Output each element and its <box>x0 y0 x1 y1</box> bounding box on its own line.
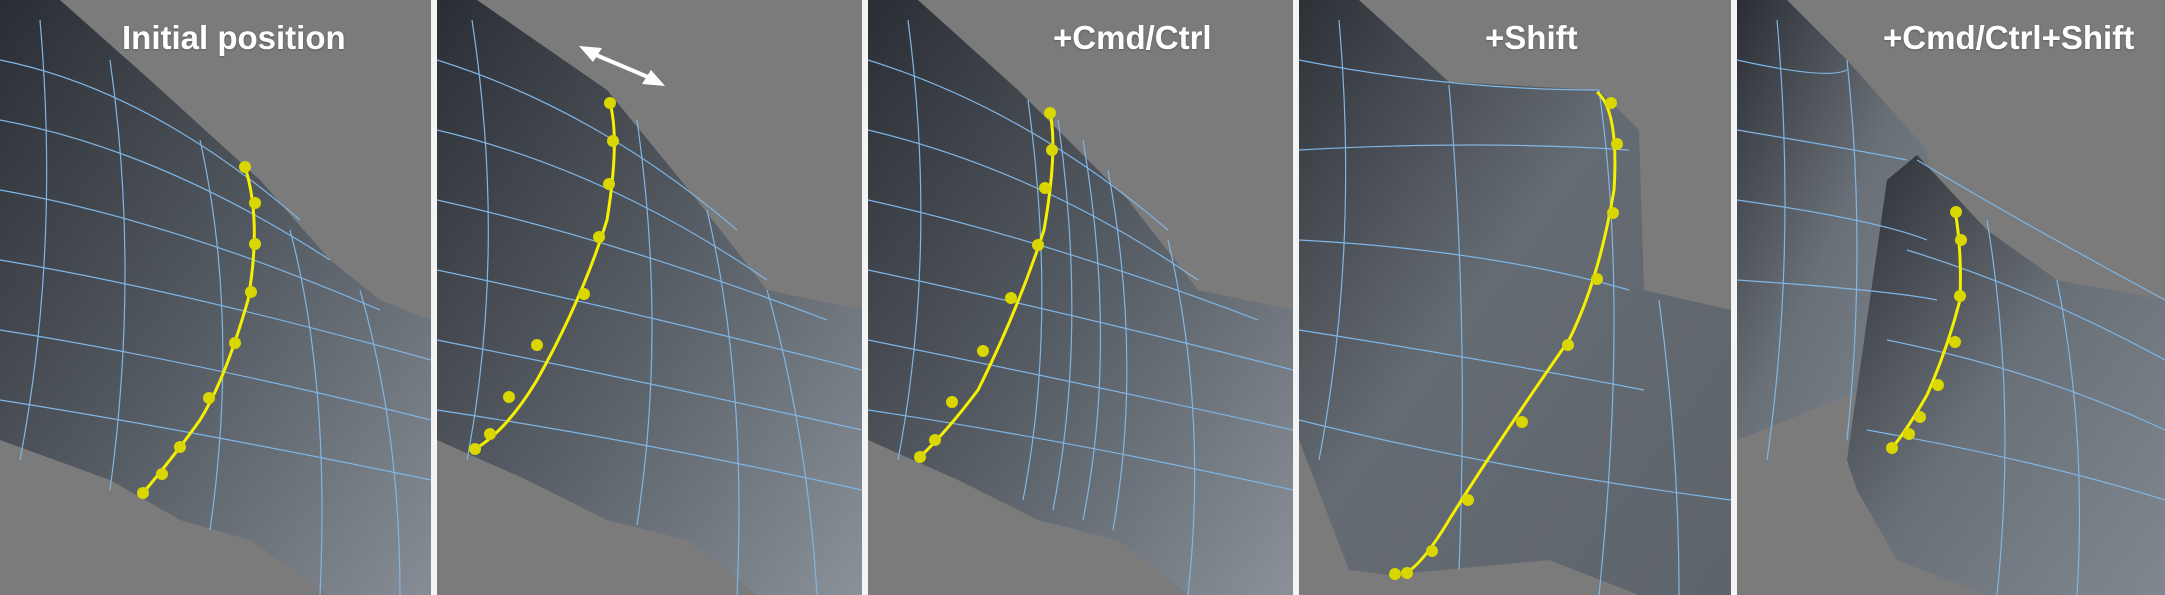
wireframe-grid <box>868 19 1293 595</box>
selected-points[interactable] <box>469 97 619 455</box>
mesh-surface <box>437 0 862 595</box>
mesh-surface-shifted <box>1847 155 2165 595</box>
mesh-view-drag[interactable] <box>437 0 862 595</box>
panel-caption: +Shift <box>1485 19 1578 56</box>
panel-divider <box>1293 0 1299 595</box>
mesh-view-cmd-shift[interactable] <box>1737 0 2165 595</box>
panel-cmd-ctrl-shift: +Cmd/Ctrl+Shift <box>1737 0 2165 595</box>
selected-points[interactable] <box>914 107 1058 463</box>
mesh-view-initial[interactable] <box>0 0 431 595</box>
panel-caption: +Cmd/Ctrl+Shift <box>1883 19 2135 56</box>
mesh-view-shift[interactable] <box>1299 0 1731 595</box>
selected-points[interactable] <box>1389 97 1623 580</box>
panel-initial-position: Initial position <box>0 0 431 595</box>
panel-shift: +Shift <box>1299 0 1731 595</box>
panel-divider <box>862 0 868 595</box>
mesh-surface <box>0 0 431 595</box>
wireframe-grid <box>0 19 431 595</box>
selected-points[interactable] <box>137 161 261 499</box>
mesh-surface <box>1299 0 1731 595</box>
panel-cmd-ctrl: +Cmd/Ctrl <box>868 0 1293 595</box>
panel-divider <box>1731 0 1737 595</box>
panel-caption: Initial position <box>122 19 346 56</box>
panel-drag <box>437 0 862 595</box>
panel-divider <box>431 0 437 595</box>
double-arrow-icon <box>579 46 665 86</box>
selected-edge-loop[interactable] <box>918 112 1055 459</box>
mesh-surface <box>868 0 1293 595</box>
wireframe-grid <box>1737 19 2165 595</box>
panel-caption: +Cmd/Ctrl <box>1053 19 1212 56</box>
mesh-view-cmd[interactable] <box>868 0 1293 595</box>
selected-edge-loop[interactable] <box>1890 209 1962 449</box>
selected-points[interactable] <box>1886 206 1967 454</box>
